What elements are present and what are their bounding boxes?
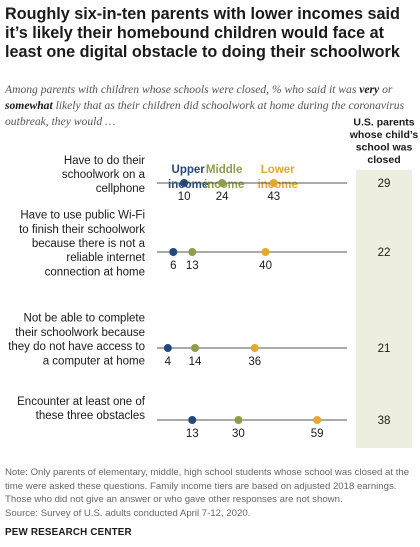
category-label: Not be able to complete their schoolwork … bbox=[8, 313, 145, 368]
data-point-upper-income bbox=[188, 416, 197, 424]
category-label-line: they do not have access to bbox=[8, 341, 145, 353]
data-label: 13 bbox=[186, 260, 199, 272]
legend-label: income bbox=[258, 179, 298, 191]
data-label: 30 bbox=[232, 428, 245, 440]
data-point-lower-income bbox=[313, 416, 322, 424]
pew-logo-text: PEW RESEARCH CENTER bbox=[5, 527, 132, 538]
legend-label: income bbox=[168, 179, 208, 191]
data-point-upper-income bbox=[163, 344, 172, 352]
total-header-line: U.S. parents bbox=[353, 117, 414, 129]
chart-row: Encounter at least one of these three obs… bbox=[17, 396, 390, 440]
data-label: 24 bbox=[216, 191, 229, 203]
total-column-background bbox=[356, 170, 412, 448]
total-value: 29 bbox=[378, 178, 391, 190]
category-label: Encounter at least one of these three obs… bbox=[17, 396, 146, 422]
data-label: 14 bbox=[189, 356, 202, 368]
data-label: 59 bbox=[311, 428, 324, 440]
category-label-line: schoolwork on a bbox=[62, 169, 146, 181]
legend-label: Upper bbox=[172, 164, 206, 176]
chart-title: Roughly six-in-ten parents with lower in… bbox=[5, 5, 400, 61]
source-line: Source: Survey of U.S. adults conducted … bbox=[5, 508, 251, 519]
category-label-line: Encounter at least one of bbox=[17, 396, 146, 408]
data-label: 4 bbox=[165, 356, 172, 368]
data-label: 36 bbox=[248, 356, 261, 368]
category-label-line: reliable internet bbox=[66, 252, 145, 264]
category-label-line: Have to use public Wi-Fi bbox=[20, 210, 145, 222]
category-label: Have to use public Wi-Fi to finish their … bbox=[19, 210, 146, 279]
data-point-lower-income bbox=[250, 344, 259, 352]
data-label: 6 bbox=[170, 260, 176, 272]
legend: UpperincomeMiddleincomeLowerincome bbox=[168, 164, 298, 191]
category-label-line: their schoolwork because bbox=[15, 327, 145, 339]
category-label: Have to do their schoolwork on a cellphone bbox=[62, 155, 146, 195]
chart-subtitle: Among parents with children whose school… bbox=[5, 83, 405, 128]
category-label-line: Not be able to complete bbox=[24, 313, 145, 325]
total-header-line: closed bbox=[367, 154, 400, 166]
legend-label: Middle bbox=[206, 164, 242, 176]
data-label: 10 bbox=[178, 191, 191, 203]
data-label: 13 bbox=[186, 428, 199, 440]
total-value: 22 bbox=[378, 247, 391, 259]
total-header-line: whose child’s bbox=[349, 129, 419, 141]
data-point-upper-income bbox=[169, 248, 178, 256]
chart-rows: Have to do their schoolwork on a cellphone… bbox=[8, 155, 390, 440]
total-value: 21 bbox=[378, 343, 391, 355]
data-point-upper-income bbox=[180, 179, 189, 187]
category-label-line: because there is not a bbox=[32, 238, 146, 250]
data-point-middle-income bbox=[234, 416, 243, 424]
total-value: 38 bbox=[378, 415, 391, 427]
total-header-line: school was bbox=[356, 142, 413, 154]
data-point-lower-income bbox=[261, 248, 270, 256]
legend-label: Lower bbox=[261, 164, 295, 176]
category-label-line: these three obstacles bbox=[36, 410, 146, 422]
category-label-line: to finish their schoolwork bbox=[19, 224, 145, 236]
category-label-line: cellphone bbox=[96, 183, 145, 195]
footnote: Note: Only parents of elementary, middle… bbox=[5, 467, 410, 505]
chart-row: Not be able to complete their schoolwork … bbox=[8, 313, 390, 368]
data-point-middle-income bbox=[191, 344, 199, 352]
data-label: 40 bbox=[259, 260, 272, 272]
data-label: 43 bbox=[267, 191, 280, 203]
data-point-middle-income bbox=[218, 179, 227, 187]
category-label-line: Have to do their bbox=[64, 155, 145, 167]
chart-row: Have to do their schoolwork on a cellphone… bbox=[62, 155, 391, 203]
data-point-middle-income bbox=[188, 248, 197, 256]
category-label-line: a computer at home bbox=[43, 355, 145, 367]
data-point-lower-income bbox=[269, 179, 278, 187]
chart-row: Have to use public Wi-Fi to finish their … bbox=[19, 210, 390, 279]
category-label-line: connection at home bbox=[45, 266, 145, 278]
